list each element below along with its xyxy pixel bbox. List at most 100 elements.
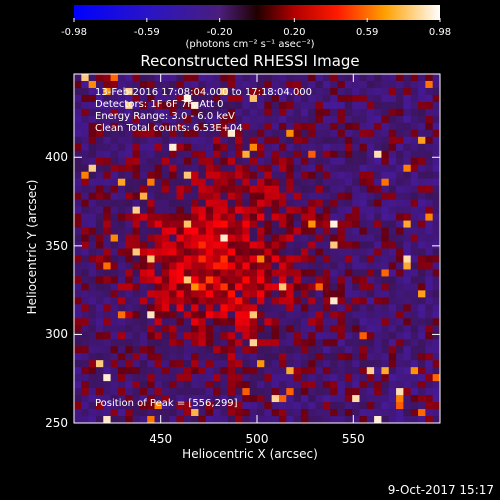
heatmap-cell — [213, 157, 221, 166]
heatmap-cell — [425, 332, 434, 340]
heatmap-cell — [103, 143, 111, 152]
heatmap-cell — [366, 269, 375, 277]
heatmap-cell — [271, 248, 280, 256]
heatmap-cell — [205, 164, 214, 173]
heatmap-cell — [374, 248, 382, 256]
heatmap-cell — [103, 353, 111, 361]
heatmap-cell — [308, 346, 316, 354]
heatmap-cell — [81, 241, 90, 249]
heatmap-cell — [315, 332, 324, 340]
heatmap-cell — [278, 346, 287, 354]
heatmap-cell — [88, 388, 97, 396]
heatmap-cell — [337, 367, 346, 375]
heatmap-cell — [315, 122, 324, 131]
heatmap-cell — [103, 367, 111, 375]
heatmap-cell — [403, 409, 412, 417]
heatmap-cell — [403, 178, 412, 187]
heatmap-cell — [154, 402, 163, 410]
heatmap-cell — [300, 318, 309, 326]
heatmap-cell — [322, 255, 331, 263]
heatmap-cell — [132, 122, 141, 131]
heatmap-cell — [139, 94, 148, 103]
heatmap-cell — [220, 94, 229, 103]
heatmap-cell — [125, 283, 133, 291]
heatmap-cell — [161, 353, 170, 361]
heatmap-cell — [103, 241, 111, 249]
heatmap-cell — [205, 332, 214, 340]
heatmap-cell — [403, 374, 412, 382]
heatmap-cell — [169, 367, 177, 375]
heatmap-cell — [220, 171, 229, 180]
heatmap-cell — [95, 227, 104, 235]
heatmap-cell — [257, 367, 265, 375]
heatmap-cell — [286, 87, 294, 96]
heatmap-cell — [205, 87, 214, 96]
heatmap-cell — [205, 199, 214, 208]
heatmap-cell — [388, 213, 397, 221]
heatmap-cell — [374, 374, 382, 382]
heatmap-cell — [249, 213, 258, 221]
heatmap-cell — [147, 283, 155, 291]
heatmap-cell — [264, 262, 273, 270]
heatmap-cell — [220, 381, 229, 389]
heatmap-cell — [110, 269, 119, 277]
heatmap-cell — [117, 409, 126, 417]
heatmap-cell — [366, 220, 375, 228]
heatmap-cell — [344, 136, 353, 145]
heatmap-cell — [88, 192, 97, 201]
heatmap-cell — [271, 206, 280, 214]
heatmap-cell — [88, 374, 97, 382]
heatmap-cell — [337, 74, 346, 82]
heatmap-cell — [418, 304, 426, 312]
heatmap-cell — [154, 164, 163, 173]
heatmap-cell — [410, 199, 419, 208]
heatmap-cell — [425, 395, 434, 403]
heatmap-cell — [235, 94, 243, 103]
heatmap-cell — [125, 136, 133, 145]
heatmap-cell — [286, 136, 294, 145]
heatmap-cell — [425, 304, 434, 312]
heatmap-cell — [352, 157, 360, 166]
heatmap-cell — [374, 136, 382, 145]
heatmap-cell — [278, 374, 287, 382]
heatmap-cell — [249, 108, 258, 117]
heatmap-cell — [198, 381, 207, 389]
heatmap-cell — [242, 311, 251, 319]
heatmap-cell — [300, 234, 309, 242]
heatmap-cell — [366, 255, 375, 263]
heatmap-cell — [198, 178, 207, 187]
heatmap-cell — [344, 241, 353, 249]
heatmap-cell — [132, 220, 141, 228]
heatmap-cell — [366, 164, 375, 173]
heatmap-cell — [88, 262, 97, 270]
heatmap-cell — [220, 297, 229, 305]
heatmap-cell — [381, 332, 390, 340]
heatmap-cell — [344, 87, 353, 96]
heatmap-cell — [359, 325, 368, 333]
heatmap-cell — [352, 311, 360, 319]
heatmap-cell — [418, 283, 426, 291]
heatmap-cell — [322, 395, 331, 403]
heatmap-cell — [257, 374, 265, 382]
heatmap-cell — [117, 325, 126, 333]
heatmap-cell — [300, 241, 309, 249]
chart-title: Reconstructed RHESSI Image — [140, 52, 360, 70]
heatmap-cell — [337, 220, 346, 228]
heatmap-cell — [183, 122, 192, 131]
heatmap-cell — [154, 199, 163, 208]
heatmap-cell — [205, 325, 214, 333]
heatmap-cell — [183, 87, 192, 96]
heatmap-cell — [110, 339, 119, 347]
heatmap-cell — [139, 269, 148, 277]
heatmap-cell — [227, 395, 236, 403]
heatmap-cell — [205, 143, 214, 152]
heatmap-cell — [425, 276, 434, 284]
heatmap-cell — [110, 395, 119, 403]
heatmap-cell — [264, 164, 273, 173]
heatmap-cell — [278, 185, 287, 194]
heatmap-cell — [432, 283, 441, 291]
heatmap-cell — [198, 318, 207, 326]
heatmap-cell — [198, 248, 207, 256]
heatmap-cell — [161, 213, 170, 221]
heatmap-cell — [293, 115, 302, 124]
